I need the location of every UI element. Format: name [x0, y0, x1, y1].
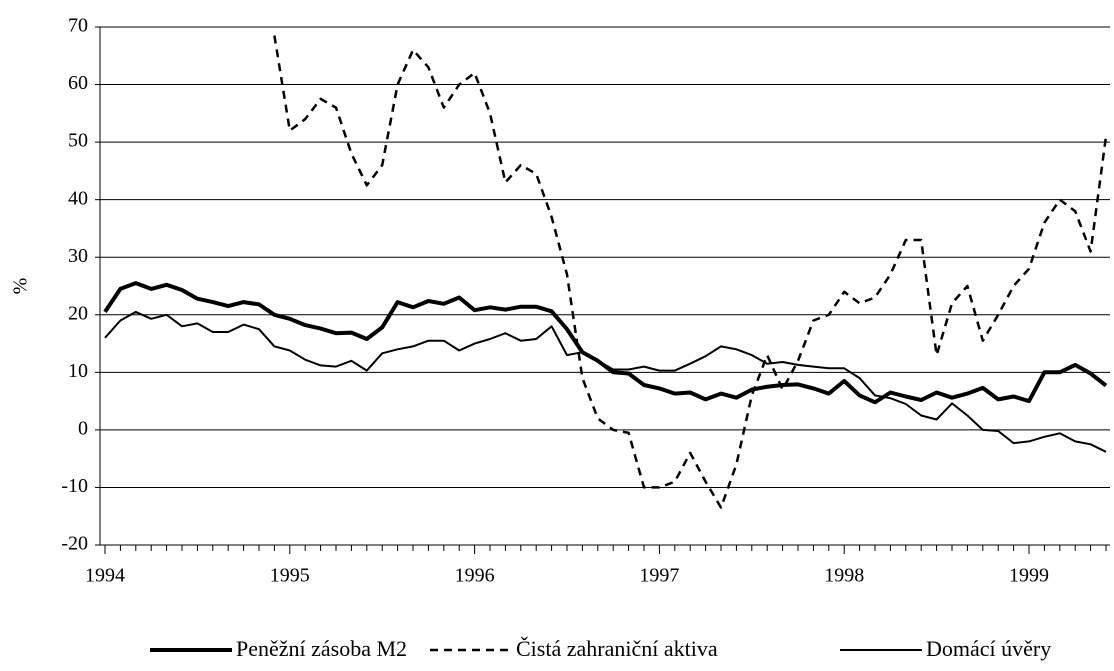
y-tick-label: 0	[78, 417, 88, 439]
y-tick-label: -10	[61, 475, 88, 497]
line-series	[273, 35, 1108, 509]
x-tick-label: 1997	[639, 565, 679, 587]
x-tick-label: 1995	[270, 565, 310, 587]
x-tick-label: 1996	[455, 565, 495, 587]
x-tick-label: 1994	[85, 565, 125, 587]
legend-label: Domácí úvěry	[926, 636, 1051, 661]
legend: Peněžní zásoba M2 Čistá zahraniční aktiva…	[150, 636, 1051, 661]
y-tick-label: -20	[61, 533, 88, 555]
x-tick-label: 1999	[1009, 565, 1049, 587]
line-series	[104, 310, 1107, 453]
y-axis-label: %	[10, 278, 32, 295]
y-tick-label: 40	[68, 187, 88, 209]
y-tick-label: 50	[68, 130, 88, 152]
y-tick-label: 60	[68, 72, 88, 94]
legend-label: Čistá zahraniční aktiva	[516, 636, 718, 661]
line-series	[103, 281, 1108, 405]
x-tick-label: 1998	[824, 565, 864, 587]
y-tick-label: 30	[68, 245, 88, 267]
legend-label: Peněžní zásoba M2	[236, 636, 407, 661]
y-tick-label: 10	[68, 360, 88, 382]
y-tick-label: 70	[68, 15, 88, 37]
y-tick-label: 20	[68, 302, 88, 324]
